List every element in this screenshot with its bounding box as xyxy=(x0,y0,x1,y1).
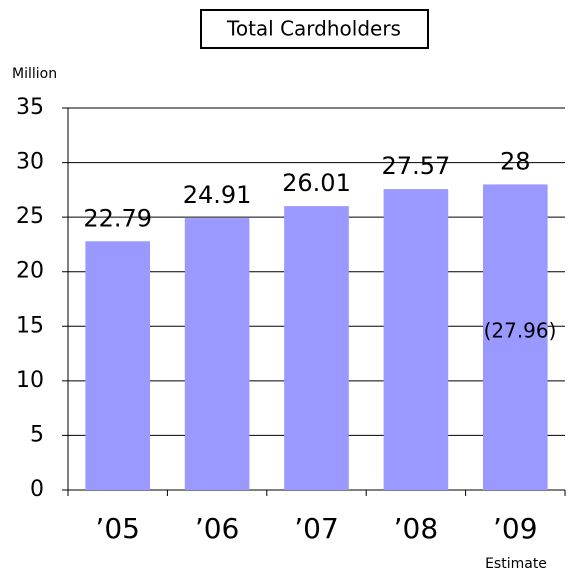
y-tick-label: 10 xyxy=(16,368,44,393)
data-label: 26.01 xyxy=(282,169,351,197)
y-tick-label: 35 xyxy=(16,95,44,120)
data-label: 28 xyxy=(500,147,531,175)
y-tick-label: 15 xyxy=(16,313,44,338)
annotation: (27.96) xyxy=(484,319,557,343)
x-tick-label: ’08 xyxy=(394,512,439,545)
bar xyxy=(284,206,349,490)
data-label: 22.79 xyxy=(83,204,152,232)
x-tick-label: ’05 xyxy=(95,512,140,545)
x-tick-label: ’06 xyxy=(195,512,240,545)
x-tick-label: ’07 xyxy=(294,512,339,545)
annotation: Estimate xyxy=(485,556,547,572)
bar xyxy=(85,241,151,490)
y-tick-label: 30 xyxy=(16,150,44,175)
data-label: 24.91 xyxy=(183,181,252,209)
x-tick-label: ’09 xyxy=(493,512,538,545)
data-label: 27.57 xyxy=(382,152,451,180)
y-tick-label: 25 xyxy=(16,204,44,229)
title-box xyxy=(200,9,429,49)
bar xyxy=(184,218,250,491)
y-tick-label: 0 xyxy=(30,477,44,502)
chart-title: Total Cardholders xyxy=(226,17,401,41)
y-tick-label: 20 xyxy=(16,259,44,284)
y-axis-label: Million xyxy=(12,66,57,82)
bar xyxy=(482,184,548,490)
y-tick-label: 5 xyxy=(30,422,44,447)
bar xyxy=(383,189,449,490)
